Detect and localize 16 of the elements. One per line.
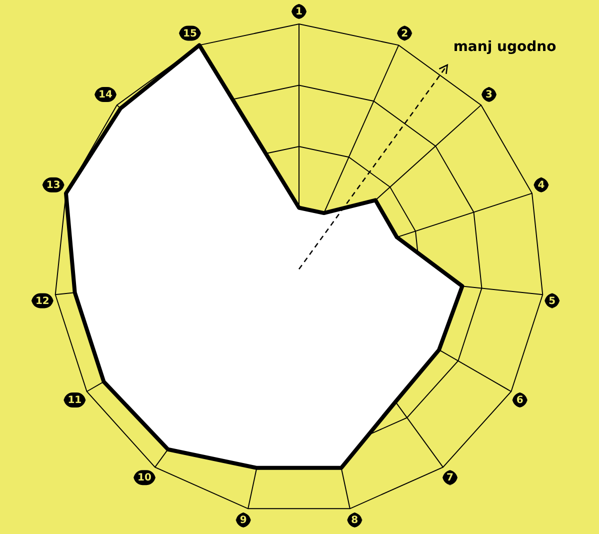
spoke-label: 2 (401, 28, 408, 40)
spoke-label: 7 (446, 472, 454, 484)
spoke-label: 5 (548, 296, 556, 307)
spoke-label: 11 (68, 395, 82, 406)
spoke-label: 15 (182, 28, 197, 40)
spoke-label: 14 (98, 90, 113, 101)
spoke-label: 6 (516, 395, 524, 406)
text: manj ugodno (453, 38, 556, 55)
spoke-label: 13 (46, 180, 60, 192)
spoke-label: 3 (486, 90, 493, 101)
spoke-label: 1 (296, 6, 303, 18)
spoke-label: 8 (351, 515, 358, 526)
spoke-label: 10 (138, 472, 152, 484)
spoke-label: 12 (35, 296, 50, 307)
spoke-label: 4 (538, 180, 545, 192)
spoke-label: 9 (240, 515, 247, 526)
